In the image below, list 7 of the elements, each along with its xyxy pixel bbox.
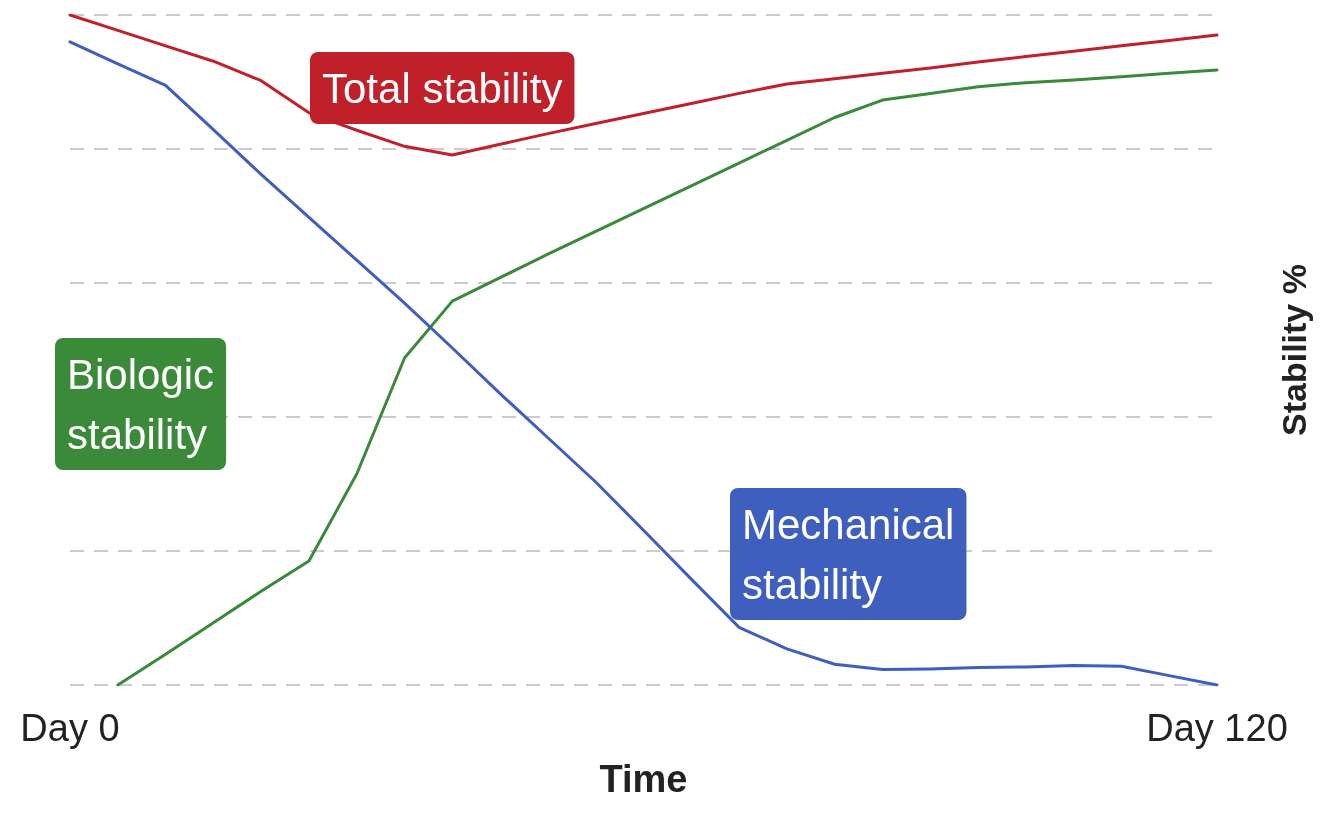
x-tick-label: Day 120 — [1146, 707, 1288, 749]
series-label: Mechanical stability — [742, 500, 955, 608]
series-label: Total stability — [322, 64, 563, 112]
x-axis-title: Time — [599, 758, 688, 800]
text: Biologic stability — [67, 350, 215, 458]
x-tick-label: Day 0 — [20, 707, 120, 749]
y-axis-title: Stability % — [1275, 264, 1313, 436]
